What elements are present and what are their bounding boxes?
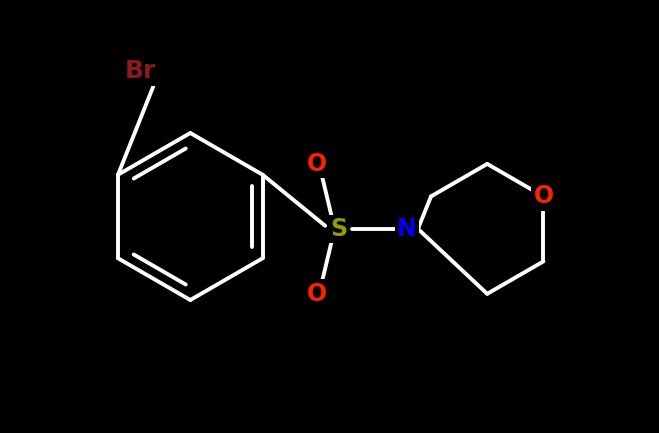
Text: O: O xyxy=(533,184,554,208)
Text: O: O xyxy=(307,152,327,176)
Text: N: N xyxy=(397,217,416,241)
Text: O: O xyxy=(307,282,327,306)
Text: Br: Br xyxy=(125,59,157,83)
Text: S: S xyxy=(330,217,347,241)
